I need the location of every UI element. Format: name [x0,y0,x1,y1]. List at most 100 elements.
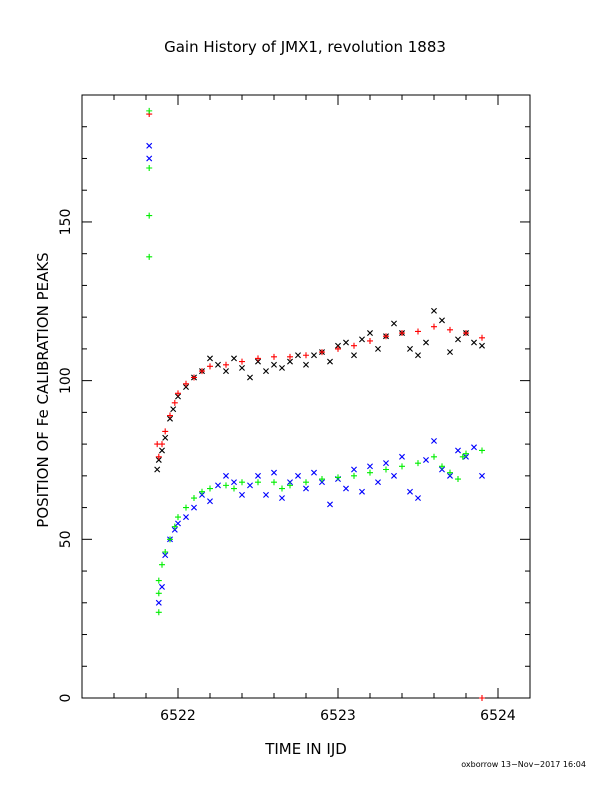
x-marker [375,479,381,486]
x-marker [231,479,237,486]
x-marker [255,472,261,479]
plus-marker [255,355,261,362]
x-marker [431,307,437,314]
x-marker [146,155,153,162]
x-tick-label: 6523 [320,708,356,724]
x-marker [407,345,413,352]
plus-marker [155,609,162,616]
plus-marker [183,504,189,511]
plus-marker [175,390,181,397]
x-marker [239,364,245,371]
x-marker [431,437,437,444]
x-marker [479,342,485,349]
plus-marker [303,352,309,359]
x-marker [159,583,165,590]
x-marker [215,361,221,368]
x-marker [271,469,277,476]
plus-marker [287,353,293,360]
plus-marker [171,523,178,530]
x-marker [311,352,317,359]
plus-marker [255,479,261,486]
plus-marker [351,472,357,479]
x-marker [183,383,189,390]
x-marker [399,453,405,460]
y-axis-label: POSITION OF Fe CALIBRATION PEAKS [34,252,52,527]
plus-marker [351,342,357,349]
x-marker [447,472,453,479]
plus-marker [287,482,293,489]
plus-marker [171,399,178,406]
plus-marker [159,561,165,568]
plus-marker [155,577,162,584]
x-marker [455,447,461,454]
x-marker [255,358,261,365]
x-marker [279,495,285,502]
x-marker [271,361,277,368]
x-marker [263,368,269,375]
footer-credit: oxborrow 13−Nov−2017 16:04 [461,760,586,769]
x-marker [479,472,485,479]
plus-marker [239,479,245,486]
x-marker [327,358,333,365]
x-marker [223,472,229,479]
x-marker [215,482,221,489]
x-marker [471,444,477,451]
plus-marker [459,453,466,460]
x-marker [175,520,181,527]
plus-marker [167,536,173,543]
plus-marker [463,330,469,337]
x-marker [471,339,477,346]
x-marker [171,526,178,533]
x-marker [367,463,373,470]
x-marker [351,466,357,473]
plus-marker [431,323,437,330]
plus-marker [335,345,341,352]
x-marker [279,364,285,371]
plus-marker [367,337,373,344]
plus-marker [319,349,325,356]
plus-marker [479,447,485,454]
x-marker [439,317,445,324]
plus-marker [399,330,405,337]
x-marker [170,406,177,413]
x-marker [335,342,341,349]
x-axis-label: TIME IN IJD [264,740,347,758]
x-marker [447,349,453,356]
x-marker [175,393,181,400]
x-marker [359,488,365,495]
x-marker [263,491,269,498]
x-marker [311,469,317,476]
plus-marker [239,358,245,365]
x-marker [319,479,325,486]
x-marker [154,466,161,473]
x-marker [239,491,245,498]
plus-marker [319,476,325,483]
y-tick-label: 0 [58,694,74,703]
x-marker [183,514,189,521]
y-tick-label: 100 [58,367,74,394]
x-marker [423,456,429,463]
x-marker [162,434,169,441]
plus-marker [175,514,181,521]
x-marker [295,352,301,359]
plus-marker [223,361,229,368]
x-marker [415,495,421,502]
plus-marker [367,469,373,476]
plus-marker [199,488,205,495]
plus-marker [146,253,153,260]
x-marker [191,504,197,511]
plus-marker [231,485,237,492]
x-marker [391,472,397,479]
x-marker [223,368,229,375]
data-points [146,107,485,701]
plus-marker [207,363,213,370]
x-tick-label: 6524 [480,708,516,724]
x-marker [455,336,461,343]
plus-marker [223,482,229,489]
x-marker [207,355,213,362]
plus-marker [455,476,461,483]
plus-marker [199,368,205,375]
plus-marker [162,428,169,435]
plus-marker [191,495,197,502]
